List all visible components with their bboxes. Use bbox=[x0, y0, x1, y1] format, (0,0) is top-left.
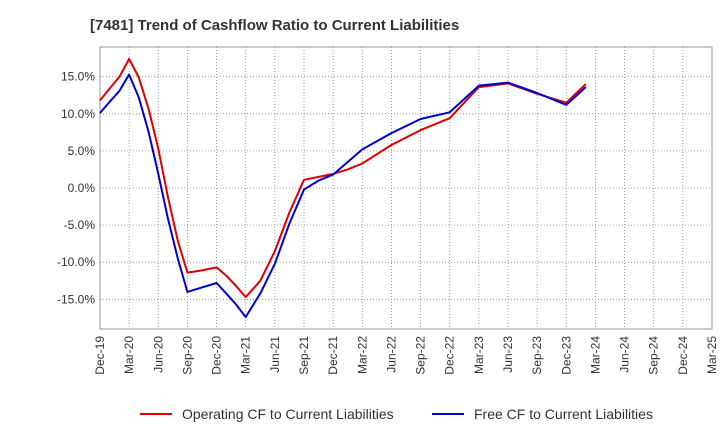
x-tick-label: Dec-22 bbox=[443, 336, 457, 375]
chart-title: [7481] Trend of Cashflow Ratio to Curren… bbox=[90, 17, 459, 34]
y-tick-label: 5.0% bbox=[68, 144, 96, 158]
x-tick-label: Dec-24 bbox=[676, 336, 690, 375]
legend-label-1: Operating CF to Current Liabilities bbox=[182, 406, 394, 422]
x-tick-label: Mar-20 bbox=[122, 336, 136, 374]
x-axis-ticks: Dec-19 Mar-20 Jun-20 Sep-20 Dec-20 Mar-21 Jun-… bbox=[93, 336, 719, 375]
y-axis-ticks: -15.0% -10.0% -5.0% 0.0% 5.0% 10.0% 15.0% bbox=[57, 70, 95, 307]
x-tick-label: Mar-25 bbox=[705, 336, 719, 374]
y-tick-label: -10.0% bbox=[57, 255, 95, 269]
x-tick-label: Dec-21 bbox=[326, 336, 340, 375]
x-tick-label: Mar-24 bbox=[588, 336, 602, 374]
x-tick-label: Dec-19 bbox=[93, 336, 107, 375]
x-tick-label: Jun-24 bbox=[618, 336, 632, 373]
x-tick-label: Jun-23 bbox=[501, 336, 515, 373]
x-tick-label: Sep-22 bbox=[414, 336, 428, 375]
y-tick-label: 10.0% bbox=[61, 107, 95, 121]
x-tick-label: Mar-23 bbox=[472, 336, 486, 374]
x-tick-label: Sep-24 bbox=[647, 336, 661, 375]
x-tick-label: Sep-23 bbox=[530, 336, 544, 375]
x-tick-label: Sep-20 bbox=[180, 336, 194, 375]
series-line-1 bbox=[99, 57, 587, 299]
y-tick-label: 15.0% bbox=[61, 70, 95, 84]
x-tick-label: Jun-20 bbox=[151, 336, 165, 373]
x-tick-label: Jun-21 bbox=[268, 336, 282, 373]
series-lines bbox=[99, 57, 587, 319]
x-tick-label: Dec-23 bbox=[559, 336, 573, 375]
legend: Operating CF to Current Liabilities Free … bbox=[140, 406, 653, 422]
x-tick-label: Dec-20 bbox=[210, 336, 224, 375]
y-tick-label: -5.0% bbox=[64, 218, 96, 232]
legend-label-2: Free CF to Current Liabilities bbox=[474, 406, 653, 422]
x-tick-label: Sep-21 bbox=[297, 336, 311, 375]
grid-lines bbox=[100, 47, 712, 329]
x-tick-label: Mar-21 bbox=[239, 336, 253, 374]
x-tick-label: Mar-22 bbox=[355, 336, 369, 374]
y-tick-label: 0.0% bbox=[68, 181, 96, 195]
y-tick-label: -15.0% bbox=[57, 292, 95, 306]
x-tick-label: Jun-22 bbox=[384, 336, 398, 373]
series-line-2 bbox=[99, 73, 587, 319]
